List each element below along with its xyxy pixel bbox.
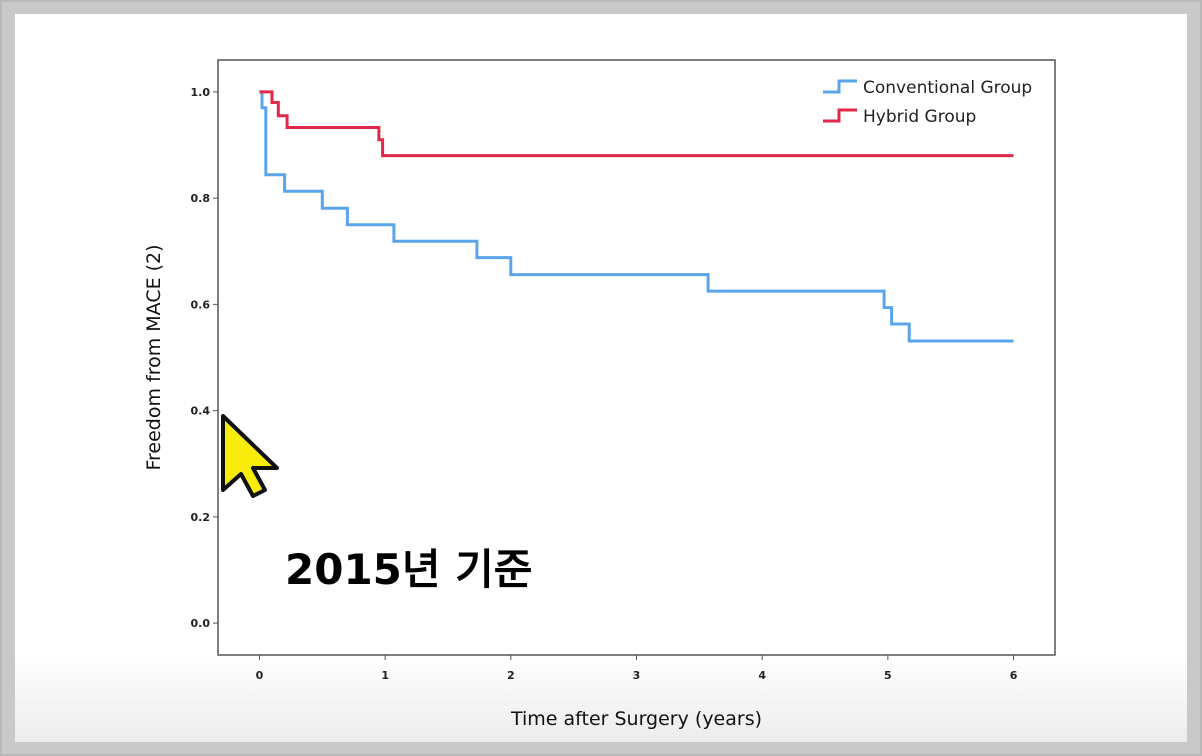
y-tick-label: 0.8 (191, 192, 211, 205)
mouse-pointer-icon (221, 414, 279, 498)
annotation-text: 2015년 기준 (285, 545, 533, 594)
x-tick-label: 2 (507, 669, 515, 682)
x-tick-label: 1 (381, 669, 389, 682)
slide-background (15, 14, 1187, 742)
y-axis-title: Freedom from MACE (2) (143, 244, 165, 470)
series-line (259, 90, 1014, 343)
x-tick-label: 0 (256, 669, 264, 682)
legend-swatch (823, 79, 857, 94)
series-layer (259, 90, 1014, 343)
y-tick-label: 0.6 (191, 298, 211, 311)
x-tick-label: 4 (758, 669, 766, 682)
x-axis-title: Time after Surgery (years) (510, 708, 762, 730)
legend-entry: Conventional Group (863, 78, 1032, 98)
y-tick-label: 1.0 (191, 86, 211, 99)
x-tick-label: 5 (884, 669, 892, 682)
x-tick-label: 6 (1010, 669, 1018, 682)
legend: Conventional Group Hybrid Group (823, 78, 1032, 127)
y-tick-label: 0.4 (191, 405, 211, 418)
legend-swatch (823, 108, 857, 123)
y-tick-label: 0.0 (191, 617, 211, 630)
series-line (259, 90, 1014, 158)
y-tick-label: 0.2 (191, 511, 211, 524)
axis-ticks: 0 1 2 3 4 5 6 0.0 0.2 0.4 0.6 0.8 1.0 (191, 86, 1018, 682)
x-tick-label: 3 (633, 669, 641, 682)
legend-entry: Hybrid Group (863, 107, 976, 127)
